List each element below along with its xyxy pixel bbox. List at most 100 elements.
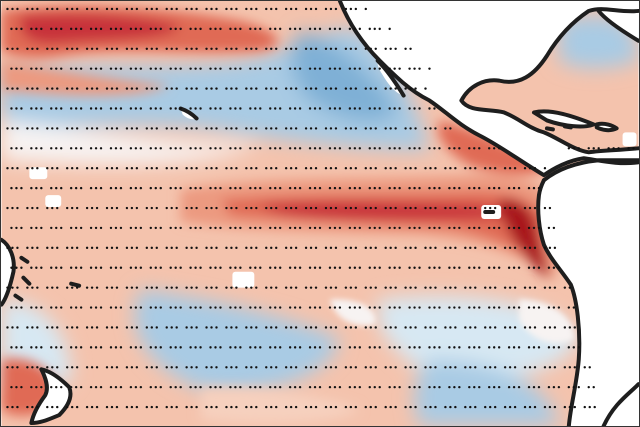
stipple-dot (388, 186, 391, 190)
stipple-dot (318, 107, 322, 110)
stipple-dot (294, 405, 298, 409)
stipple-dot (30, 226, 33, 230)
stipple-dot (10, 186, 13, 190)
stipple-dot (174, 266, 177, 269)
stipple-dot (249, 385, 252, 389)
stipple-dot (378, 385, 381, 389)
stipple-dot (577, 385, 580, 389)
stipple-dot (229, 147, 232, 150)
stipple-dot (235, 47, 238, 50)
stipple-dot (492, 346, 496, 349)
stipple-dot (453, 147, 456, 150)
stipple-dot (170, 47, 173, 50)
stipple-dot (259, 266, 262, 269)
stipple-dot (174, 147, 177, 150)
stipple-dot (230, 127, 233, 130)
stipple-dot (89, 266, 93, 269)
stipple-dot (394, 127, 397, 130)
stipple-dot (374, 326, 377, 329)
stipple-dot (149, 107, 152, 110)
stipple-dot (265, 206, 268, 210)
stipple-dot (149, 67, 152, 70)
stipple-dot (215, 47, 218, 50)
stipple-dot (288, 306, 292, 309)
stipple-dot (265, 167, 268, 170)
stipple-dot (489, 326, 492, 329)
stipple-dot (69, 107, 73, 110)
stipple-dot (69, 147, 73, 150)
stipple-dot (278, 27, 282, 31)
stipple-dot (154, 385, 157, 389)
stipple-dot (324, 366, 328, 369)
stipple-dot (393, 147, 396, 150)
stipple-dot (70, 366, 74, 369)
stipple-dot (119, 107, 123, 110)
stipple-dot (36, 326, 39, 329)
stipple-dot (10, 306, 13, 309)
stipple-dot (469, 366, 472, 369)
stipple-dot (235, 87, 238, 90)
stipple-dot (11, 326, 14, 329)
stipple-dot (404, 87, 407, 90)
stipple-dot (194, 385, 197, 389)
stipple-dot (109, 306, 113, 309)
stipple-dot (119, 147, 123, 150)
stipple-dot (10, 346, 13, 349)
stipple-dot (169, 385, 172, 389)
stipple-dot (225, 405, 228, 409)
stipple-dot (56, 47, 59, 50)
stipple-dot (254, 266, 257, 269)
stipple-dot (94, 107, 98, 110)
stipple-dot (189, 67, 192, 70)
stipple-dot (270, 127, 273, 130)
stipple-dot (56, 127, 59, 130)
stipple-dot (313, 107, 317, 110)
stipple-dot (334, 87, 338, 90)
stipple-dot (314, 127, 318, 130)
stipple-dot (543, 286, 547, 289)
stipple-dot (40, 385, 43, 389)
stipple-dot (165, 87, 168, 90)
stipple-dot (175, 47, 178, 50)
stipple-dot (26, 206, 29, 210)
stipple-dot (314, 47, 318, 50)
stipple-dot (444, 286, 447, 289)
stipple-dot (354, 167, 358, 170)
stipple-dot (329, 7, 333, 11)
stipple-dot (448, 226, 451, 230)
stipple-dot (489, 167, 492, 170)
warm-streak-north (1, 60, 171, 96)
stipple-dot (105, 405, 109, 409)
stipple-dot (474, 405, 477, 409)
stipple-dot (170, 87, 173, 90)
stipple-dot (195, 47, 198, 50)
stipple-dot (190, 47, 193, 50)
stipple-dot (474, 366, 477, 369)
stipple-dot (474, 246, 477, 250)
stipple-dot (348, 186, 352, 190)
stipple-dot (75, 47, 79, 50)
stipple-dot (209, 147, 212, 150)
stipple-dot (275, 286, 278, 289)
stipple-dot (165, 167, 168, 170)
stipple-dot (548, 286, 552, 289)
stipple-dot (134, 107, 138, 110)
stipple-dot (333, 67, 337, 70)
stipple-dot (333, 346, 337, 349)
stipple-dot (473, 186, 476, 190)
stipple-dot (373, 266, 376, 269)
stipple-dot (404, 326, 407, 329)
stipple-dot (239, 346, 242, 349)
stipple-dot (389, 405, 392, 409)
stipple-dot (60, 226, 63, 230)
stipple-dot (318, 385, 322, 389)
stipple-dot (374, 87, 377, 90)
stipple-dot (289, 366, 293, 369)
stipple-dot (513, 206, 517, 210)
stipple-dot (150, 326, 153, 329)
stipple-dot (69, 186, 73, 190)
stipple-dot (309, 326, 313, 329)
stipple-dot (354, 405, 358, 409)
stipple-dot (90, 127, 94, 130)
stipple-dot (215, 87, 218, 90)
